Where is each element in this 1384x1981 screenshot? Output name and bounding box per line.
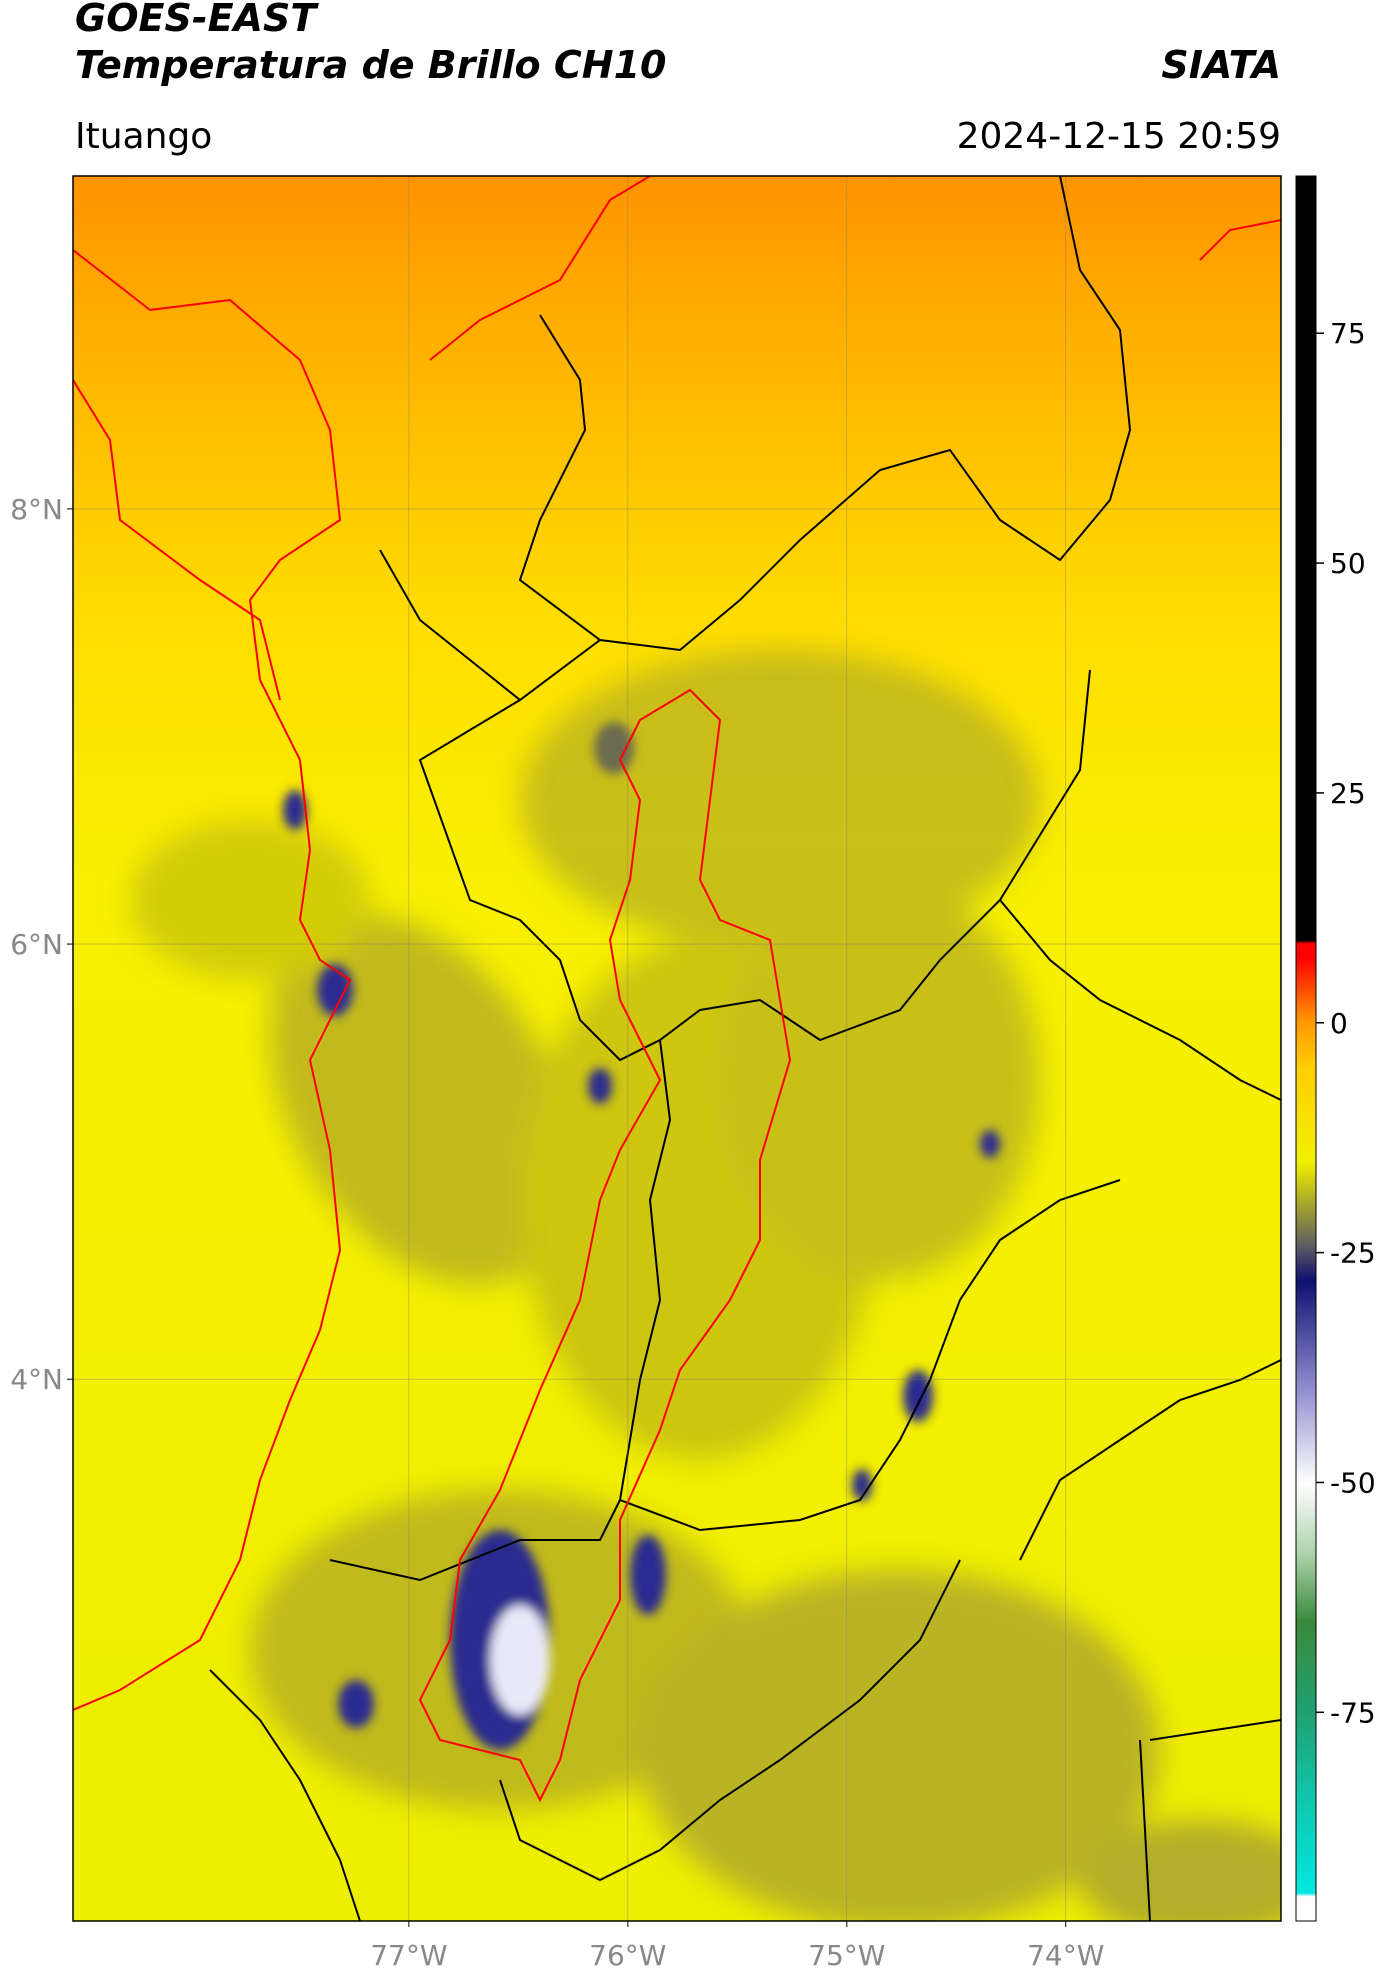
- colorbar-tick-label: -50: [1330, 1466, 1376, 1499]
- colorbar-tick-label: 50: [1330, 547, 1366, 580]
- x-tick-label: 75°W: [808, 1939, 885, 1972]
- y-tick-label: 4°N: [10, 1363, 63, 1396]
- map-frame: [72, 175, 1282, 1922]
- colorbar: [1295, 175, 1317, 1922]
- brand: SIATA: [1161, 43, 1281, 87]
- grid: [73, 176, 1281, 1921]
- location: Ituango: [75, 116, 212, 157]
- colorbar-tick-label: 0: [1330, 1007, 1348, 1040]
- map-image: [73, 176, 1281, 1921]
- datetime: 2024-12-15 20:59: [957, 116, 1281, 157]
- y-tick-label: 8°N: [10, 493, 63, 526]
- colorbar-tick-label: 75: [1330, 317, 1366, 350]
- coastline-and-boundary: [73, 176, 1281, 1803]
- x-tick-label: 74°W: [1027, 1939, 1104, 1972]
- borders: [209, 176, 1281, 1921]
- colorbar-tick-label: -75: [1330, 1696, 1376, 1729]
- y-tick-label: 6°N: [10, 928, 63, 961]
- subtitle: Temperatura de Brillo CH10: [75, 43, 666, 87]
- x-tick-label: 77°W: [370, 1939, 447, 1972]
- colorbar-tick-label: 25: [1330, 777, 1366, 810]
- colorbar-tick-label: -25: [1330, 1237, 1376, 1270]
- x-tick-label: 76°W: [589, 1939, 666, 1972]
- convective-cells: [283, 722, 1000, 1750]
- title: GOES-EAST: [75, 0, 319, 40]
